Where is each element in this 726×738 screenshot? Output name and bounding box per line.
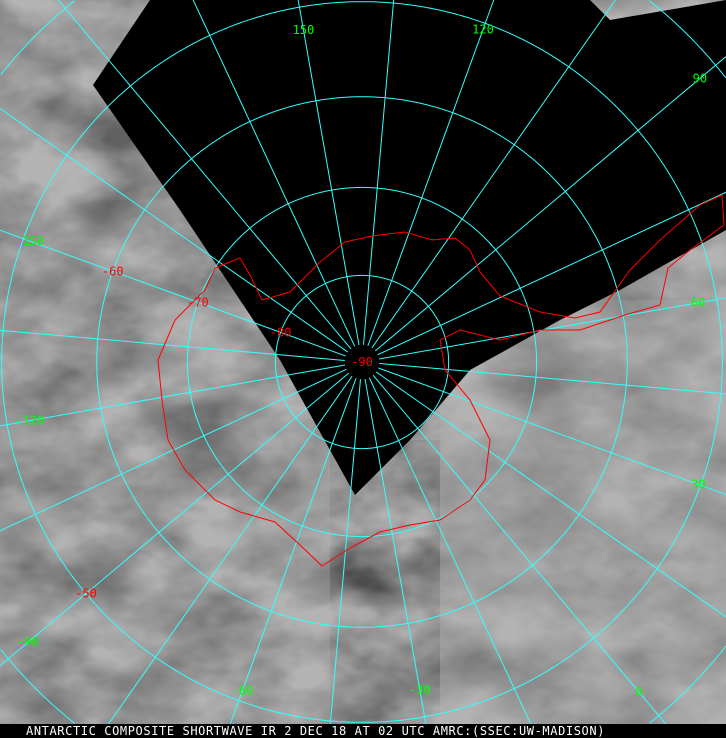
- meridian-line: [372, 374, 667, 724]
- longitude-label: -60: [232, 683, 254, 697]
- longitude-label: 30: [691, 477, 705, 491]
- longitude-label: 60: [691, 296, 705, 310]
- meridian-line: [363, 0, 395, 345]
- meridian-line: [368, 377, 532, 724]
- longitude-label: 90: [693, 71, 707, 85]
- meridian-line: [0, 108, 349, 353]
- latitude-label: -80: [270, 325, 292, 339]
- meridian-line: [375, 371, 726, 618]
- meridian-line: [0, 329, 345, 361]
- meridian-line: [0, 229, 346, 357]
- longitude-label: -150: [15, 234, 44, 248]
- meridian-line: [367, 0, 495, 346]
- meridian-line: [108, 375, 353, 724]
- meridian-line: [377, 191, 726, 356]
- meridian-line: [371, 0, 616, 349]
- antarctica-coastline: [157, 194, 725, 567]
- latitude-circle: [1, 1, 723, 723]
- longitude-label: 0: [635, 685, 642, 699]
- latitude-circle: [274, 274, 450, 450]
- longitude-label: -90: [17, 635, 39, 649]
- meridian-line: [192, 0, 356, 347]
- latitude-label: -70: [187, 295, 209, 309]
- meridian-line: [0, 364, 346, 427]
- meridian-line: [374, 56, 726, 352]
- latitude-circle: [96, 96, 628, 628]
- meridian-line: [379, 363, 726, 395]
- meridian-line: [329, 379, 361, 724]
- longitude-label: 120: [472, 23, 494, 37]
- latitude-label: -60: [102, 264, 124, 278]
- longitude-label: 150: [293, 23, 315, 37]
- meridian-line: [364, 378, 427, 724]
- image-caption: ANTARCTIC COMPOSITE SHORTWAVE IR 2 DEC 1…: [0, 724, 726, 738]
- meridian-line: [378, 297, 726, 360]
- meridian-line: [229, 378, 357, 724]
- meridian-line: [0, 372, 350, 667]
- meridian-line: [297, 0, 360, 346]
- map-labels: 150 120 90 60 30 0 -30 -60 -90 -120 -150 -90 -80 -70 -…: [15, 23, 707, 699]
- longitude-label: -120: [15, 414, 44, 428]
- meridian-line: [57, 0, 352, 350]
- latitude-label: -90: [351, 355, 373, 369]
- latitude-label: -50: [75, 587, 97, 601]
- longitude-label: -30: [409, 683, 431, 697]
- meridian-line: [378, 367, 726, 495]
